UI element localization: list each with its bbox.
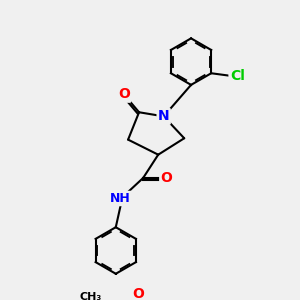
- Text: O: O: [133, 287, 144, 300]
- Text: CH₃: CH₃: [79, 292, 101, 300]
- Text: N: N: [158, 110, 170, 123]
- Text: O: O: [118, 88, 130, 101]
- Text: NH: NH: [110, 192, 130, 205]
- Text: O: O: [160, 171, 172, 185]
- Text: Cl: Cl: [230, 69, 245, 83]
